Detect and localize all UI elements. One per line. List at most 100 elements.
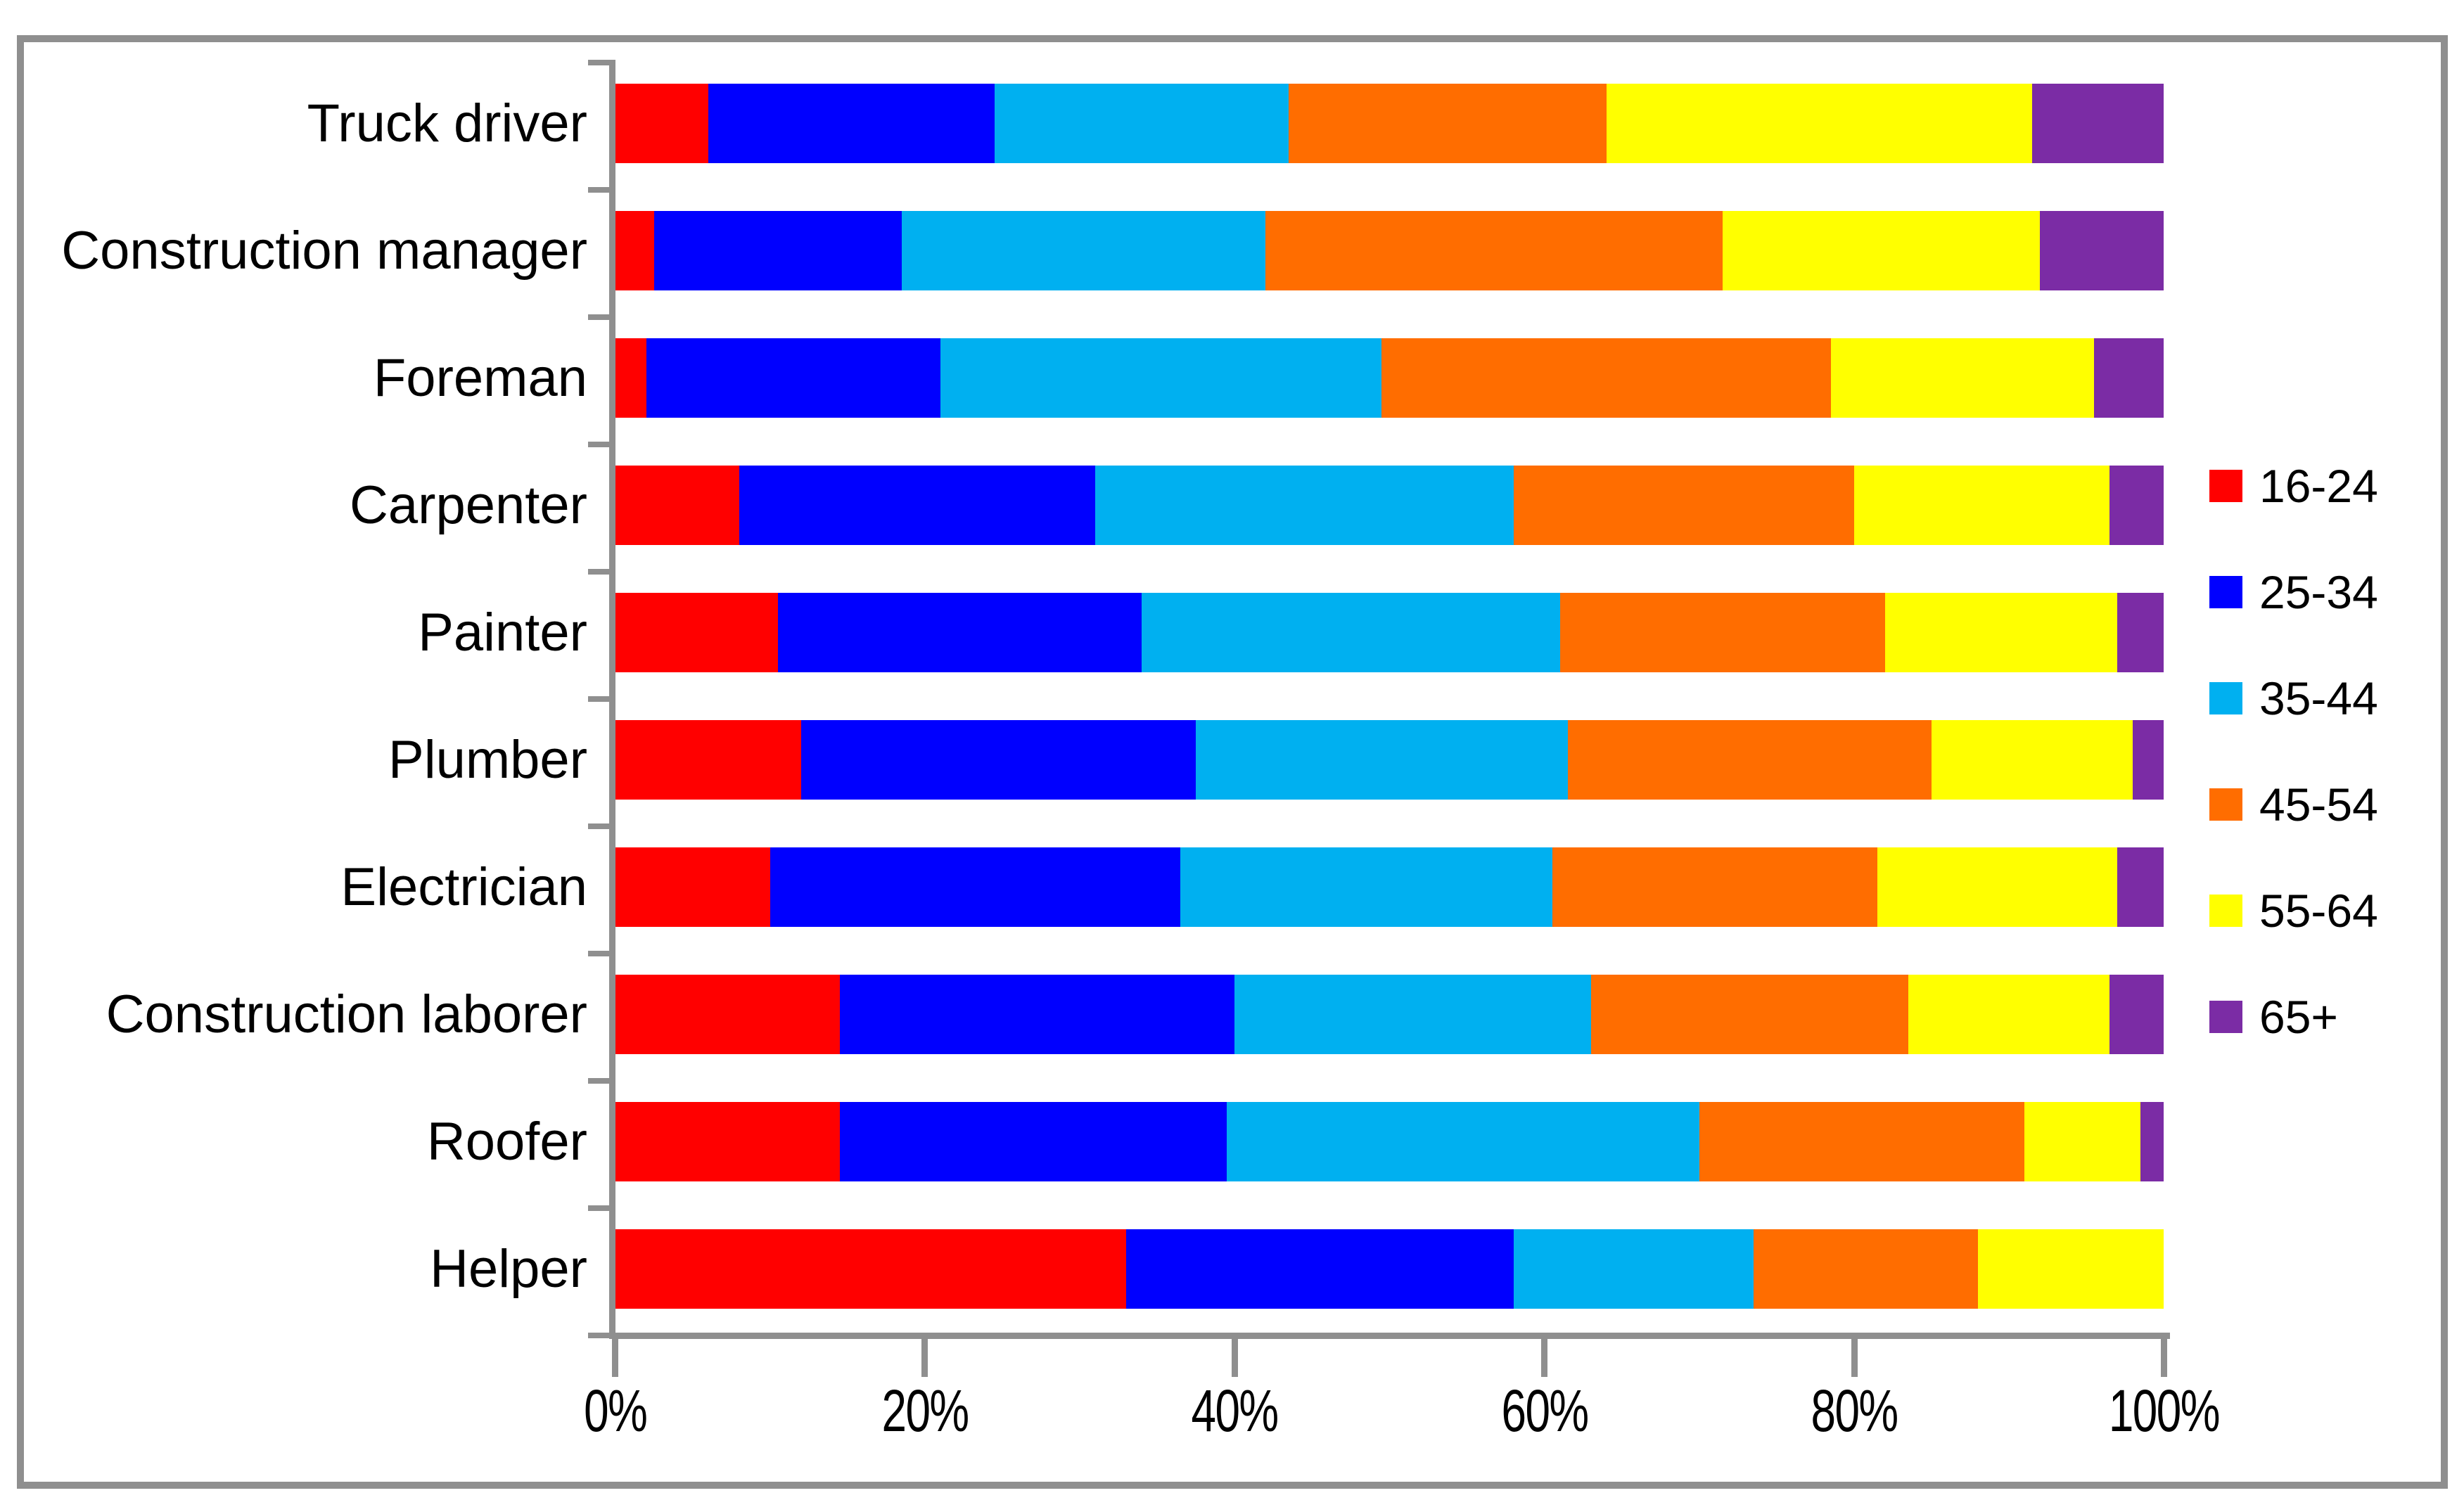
- bar-segment-25-34: [654, 211, 902, 290]
- bar-segment-16-24: [615, 466, 740, 545]
- x-axis-tick-label-text: 100%: [2108, 1378, 2221, 1444]
- bar-segment-35-44: [1513, 1229, 1754, 1309]
- category-label: Roofer: [426, 1111, 587, 1172]
- bar-row: [615, 847, 2164, 927]
- bar-segment-16-24: [615, 847, 771, 927]
- bar-segment-35-44: [1196, 720, 1568, 800]
- bar-segment-35-44: [1227, 1102, 1699, 1181]
- bar-segment-25-34: [840, 1102, 1227, 1181]
- bar-segment-45-54: [1289, 84, 1607, 163]
- category-label: Plumber: [388, 729, 587, 790]
- bar-segment-25-34: [1126, 1229, 1514, 1309]
- category-label: Carpenter: [350, 475, 587, 535]
- y-axis-tick: [588, 696, 615, 702]
- bar-segment-35-44: [1095, 466, 1514, 545]
- category-label: Painter: [418, 602, 587, 662]
- bar-segment-55-64: [1853, 466, 2109, 545]
- x-axis-tick: [1541, 1339, 1548, 1377]
- legend-item: 16-24: [2209, 463, 2378, 509]
- x-axis-tick-label: 40%: [1122, 1376, 1347, 1446]
- bar-segment-35-44: [940, 338, 1382, 418]
- bar-row: [615, 720, 2164, 800]
- x-axis-tick-label-text: 60%: [1501, 1378, 1589, 1444]
- x-axis-tick: [2161, 1339, 2167, 1377]
- bar-segment-45-54: [1567, 720, 1932, 800]
- bar-segment-25-34: [801, 720, 1196, 800]
- y-axis-tick: [588, 1205, 615, 1211]
- legend-item: 25-34: [2209, 569, 2378, 615]
- bar-segment-55-64: [1877, 847, 2117, 927]
- legend-label: 16-24: [2259, 460, 2378, 512]
- legend-item: 45-54: [2209, 781, 2378, 828]
- category-label: Helper: [430, 1238, 587, 1299]
- bar-segment-45-54: [1753, 1229, 1978, 1309]
- y-axis-tick: [588, 569, 615, 575]
- bar-segment-55-64: [1830, 338, 2094, 418]
- bar-segment-16-24: [615, 1229, 1127, 1309]
- legend-label: 45-54: [2259, 778, 2378, 831]
- x-axis-tick-label: 0%: [503, 1376, 728, 1446]
- bar-segment-35-44: [995, 84, 1289, 163]
- bar-segment-55-64: [1908, 975, 2109, 1054]
- legend-label: 55-64: [2259, 885, 2378, 937]
- bar-segment-16-24: [615, 84, 709, 163]
- x-axis-line: [609, 1333, 2170, 1339]
- x-axis-tick: [612, 1339, 618, 1377]
- bar-segment-25-34: [646, 338, 941, 418]
- x-axis-tick-label-text: 80%: [1811, 1378, 1898, 1444]
- legend-swatch: [2209, 1001, 2242, 1033]
- legend-swatch: [2209, 470, 2242, 502]
- legend-swatch: [2209, 788, 2242, 821]
- bar-segment-45-54: [1559, 593, 1885, 672]
- y-axis-tick: [588, 1333, 615, 1338]
- y-axis-tick: [588, 314, 615, 320]
- legend-swatch: [2209, 576, 2242, 608]
- bar-row: [615, 1102, 2164, 1181]
- bar-segment-16-24: [615, 211, 655, 290]
- legend-item: 35-44: [2209, 675, 2378, 722]
- bar-segment-25-34: [739, 466, 1096, 545]
- legend-swatch: [2209, 682, 2242, 714]
- y-axis-tick: [588, 1078, 615, 1084]
- x-axis-tick-label-text: 20%: [881, 1378, 969, 1444]
- legend-swatch: [2209, 895, 2242, 927]
- bar-segment-65+: [2109, 466, 2164, 545]
- bar-segment-16-24: [615, 1102, 841, 1181]
- y-axis-tick: [588, 951, 615, 956]
- bar-segment-65+: [2140, 1102, 2164, 1181]
- bar-segment-55-64: [1884, 593, 2117, 672]
- x-axis-tick: [1851, 1339, 1858, 1377]
- bar-segment-65+: [2117, 847, 2164, 927]
- bar-segment-16-24: [615, 593, 779, 672]
- bar-segment-25-34: [778, 593, 1142, 672]
- bar-segment-25-34: [770, 847, 1181, 927]
- bar-segment-65+: [2132, 720, 2164, 800]
- bar-segment-45-54: [1381, 338, 1831, 418]
- bar-row: [615, 975, 2164, 1054]
- x-axis-tick-label-text: 0%: [583, 1378, 648, 1444]
- x-axis-tick-label: 100%: [2052, 1376, 2277, 1446]
- x-axis-tick: [921, 1339, 928, 1377]
- category-label: Construction manager: [61, 220, 587, 281]
- bar-segment-35-44: [1180, 847, 1552, 927]
- legend-label: 25-34: [2259, 566, 2378, 618]
- bar-row: [615, 211, 2164, 290]
- legend-label: 65+: [2259, 991, 2338, 1043]
- bar-segment-25-34: [840, 975, 1235, 1054]
- x-axis-tick-label: 20%: [812, 1376, 1038, 1446]
- bar-segment-16-24: [615, 720, 802, 800]
- bar-segment-65+: [2093, 338, 2164, 418]
- bar-segment-35-44: [1142, 593, 1560, 672]
- category-label: Construction laborer: [106, 984, 587, 1044]
- legend-item: 55-64: [2209, 887, 2378, 934]
- bar-segment-45-54: [1552, 847, 1877, 927]
- bar-segment-16-24: [615, 338, 647, 418]
- bar-segment-25-34: [708, 84, 995, 163]
- bar-segment-55-64: [1931, 720, 2133, 800]
- bar-segment-35-44: [902, 211, 1266, 290]
- x-axis-tick-label: 60%: [1432, 1376, 1657, 1446]
- y-axis-tick: [588, 60, 615, 65]
- y-axis-tick: [588, 187, 615, 193]
- bar-segment-55-64: [1722, 211, 2040, 290]
